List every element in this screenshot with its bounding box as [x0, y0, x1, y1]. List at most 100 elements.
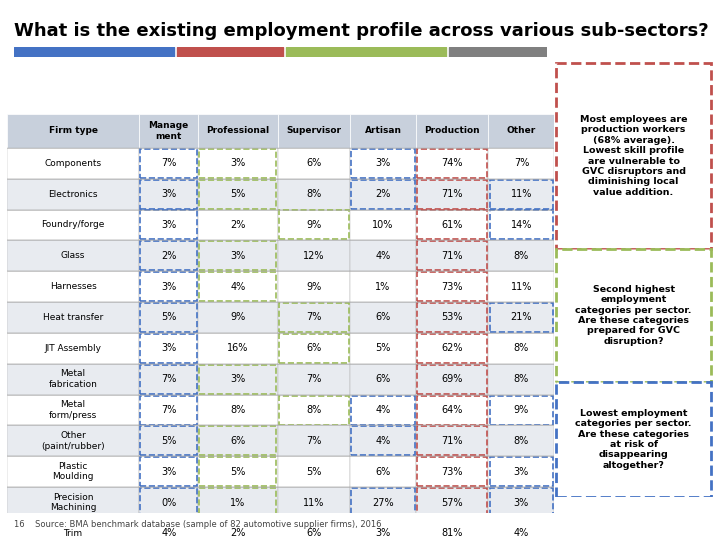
Text: 3%: 3%: [230, 251, 246, 261]
Text: 9%: 9%: [306, 220, 321, 230]
Text: 4%: 4%: [230, 282, 246, 292]
Text: JIT Assembly: JIT Assembly: [45, 344, 102, 353]
Text: 5%: 5%: [230, 467, 246, 477]
Bar: [199, 487, 277, 518]
Bar: [14, 47, 174, 57]
Bar: [350, 271, 416, 302]
Text: Other
(paint/rubber): Other (paint/rubber): [41, 431, 105, 450]
Bar: [416, 456, 488, 487]
Bar: [199, 395, 277, 426]
Bar: [139, 333, 199, 364]
Bar: [350, 179, 416, 210]
Bar: [139, 240, 199, 271]
FancyBboxPatch shape: [556, 63, 711, 249]
Bar: [7, 148, 139, 179]
Bar: [449, 47, 555, 57]
Text: 1%: 1%: [230, 497, 246, 508]
Text: 4%: 4%: [375, 251, 391, 261]
FancyBboxPatch shape: [488, 114, 554, 148]
Text: 3%: 3%: [514, 467, 529, 477]
Bar: [7, 518, 139, 540]
Bar: [277, 364, 350, 395]
Text: 3%: 3%: [375, 529, 391, 538]
Text: 6%: 6%: [375, 374, 391, 384]
Bar: [277, 271, 350, 302]
Text: Supervisor: Supervisor: [287, 126, 341, 136]
Bar: [7, 240, 139, 271]
Bar: [350, 240, 416, 271]
Bar: [139, 302, 199, 333]
Text: 3%: 3%: [161, 467, 176, 477]
Bar: [416, 364, 488, 395]
Bar: [488, 426, 554, 456]
Text: 9%: 9%: [230, 313, 246, 322]
Text: 27%: 27%: [372, 497, 394, 508]
Text: 8%: 8%: [514, 343, 529, 353]
Text: 8%: 8%: [230, 405, 246, 415]
Bar: [416, 518, 488, 540]
Text: Harnesses: Harnesses: [50, 282, 96, 291]
Bar: [416, 487, 488, 518]
Bar: [416, 271, 488, 302]
Text: 7%: 7%: [306, 313, 321, 322]
Bar: [199, 456, 277, 487]
Text: 8%: 8%: [306, 189, 321, 199]
Text: Professional: Professional: [207, 126, 269, 136]
Text: 62%: 62%: [441, 343, 463, 353]
Bar: [350, 395, 416, 426]
Bar: [416, 333, 488, 364]
Text: Components: Components: [45, 159, 102, 168]
Text: Precision
Machining: Precision Machining: [50, 493, 96, 512]
Text: 71%: 71%: [441, 436, 463, 446]
Bar: [277, 518, 350, 540]
Text: Firm type: Firm type: [49, 126, 98, 136]
Text: 6%: 6%: [375, 313, 391, 322]
Bar: [488, 240, 554, 271]
Text: 7%: 7%: [161, 374, 176, 384]
Text: 61%: 61%: [441, 220, 463, 230]
Bar: [277, 333, 350, 364]
Text: 4%: 4%: [514, 529, 529, 538]
Bar: [139, 148, 199, 179]
Text: 5%: 5%: [230, 189, 246, 199]
Text: 9%: 9%: [306, 282, 321, 292]
Bar: [199, 148, 277, 179]
FancyBboxPatch shape: [416, 114, 488, 148]
FancyBboxPatch shape: [139, 114, 199, 148]
Bar: [277, 426, 350, 456]
Bar: [350, 487, 416, 518]
Text: 57%: 57%: [441, 497, 463, 508]
Text: 8%: 8%: [306, 405, 321, 415]
Text: 11%: 11%: [510, 189, 532, 199]
Text: 53%: 53%: [441, 313, 463, 322]
Bar: [416, 179, 488, 210]
Text: Glass: Glass: [61, 251, 85, 260]
Text: 71%: 71%: [441, 189, 463, 199]
Bar: [7, 456, 139, 487]
Bar: [416, 240, 488, 271]
Bar: [199, 179, 277, 210]
Bar: [7, 426, 139, 456]
Text: Electronics: Electronics: [48, 190, 98, 199]
Text: 2%: 2%: [230, 220, 246, 230]
Text: 7%: 7%: [306, 436, 321, 446]
Bar: [139, 179, 199, 210]
Text: Other: Other: [507, 126, 536, 136]
Text: 73%: 73%: [441, 467, 463, 477]
Text: 4%: 4%: [375, 405, 391, 415]
Bar: [488, 302, 554, 333]
Text: 81%: 81%: [441, 529, 463, 538]
Bar: [488, 148, 554, 179]
Text: Trim: Trim: [63, 529, 83, 538]
Text: 74%: 74%: [441, 158, 463, 168]
Text: 4%: 4%: [375, 436, 391, 446]
Bar: [7, 395, 139, 426]
FancyBboxPatch shape: [350, 114, 416, 148]
Bar: [416, 302, 488, 333]
Text: 7%: 7%: [306, 374, 321, 384]
Bar: [277, 487, 350, 518]
Bar: [488, 456, 554, 487]
Text: Heat transfer: Heat transfer: [43, 313, 103, 322]
Text: Production: Production: [424, 126, 480, 136]
Text: Manage
ment: Manage ment: [148, 121, 189, 140]
